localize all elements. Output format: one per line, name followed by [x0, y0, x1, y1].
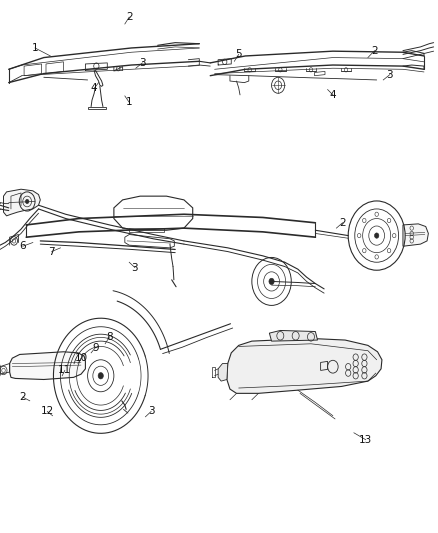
Circle shape	[98, 373, 103, 379]
Polygon shape	[10, 352, 85, 379]
Text: 9: 9	[92, 343, 99, 352]
Text: 3: 3	[131, 263, 138, 272]
Polygon shape	[227, 338, 382, 393]
Text: 2: 2	[339, 218, 346, 228]
Circle shape	[374, 233, 379, 238]
Circle shape	[269, 278, 274, 285]
Text: 4: 4	[329, 90, 336, 100]
Text: 5: 5	[235, 50, 242, 59]
Text: 2: 2	[126, 12, 133, 22]
Text: 6: 6	[19, 241, 26, 251]
Text: 11: 11	[58, 366, 71, 375]
Text: 8: 8	[106, 332, 113, 342]
Text: 1: 1	[32, 43, 39, 53]
Text: 10: 10	[74, 353, 88, 363]
Text: 3: 3	[148, 407, 155, 416]
Polygon shape	[218, 364, 228, 381]
Text: 4: 4	[91, 84, 98, 93]
Text: 7: 7	[48, 247, 55, 256]
Polygon shape	[269, 330, 318, 341]
Text: 2: 2	[371, 46, 378, 55]
Text: 3: 3	[139, 58, 146, 68]
Circle shape	[25, 199, 29, 204]
Text: 13: 13	[359, 435, 372, 445]
Polygon shape	[4, 189, 40, 216]
Text: 2: 2	[19, 392, 26, 402]
Text: 12: 12	[41, 407, 54, 416]
Text: 1: 1	[126, 98, 133, 107]
Polygon shape	[403, 224, 428, 246]
Text: 3: 3	[386, 70, 393, 79]
